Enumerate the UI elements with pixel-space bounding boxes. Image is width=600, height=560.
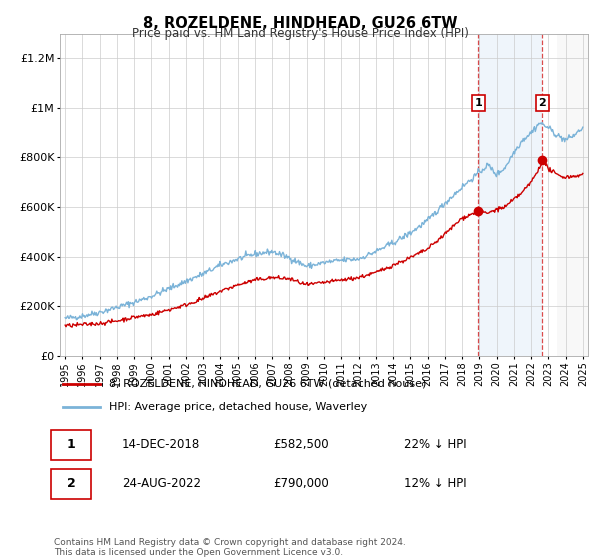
Text: Price paid vs. HM Land Registry's House Price Index (HPI): Price paid vs. HM Land Registry's House …	[131, 27, 469, 40]
Text: 8, ROZELDENE, HINDHEAD, GU26 6TW: 8, ROZELDENE, HINDHEAD, GU26 6TW	[143, 16, 457, 31]
Text: 22% ↓ HPI: 22% ↓ HPI	[404, 438, 466, 451]
FancyBboxPatch shape	[52, 469, 91, 499]
Bar	[557, 34, 596, 356]
Text: £582,500: £582,500	[273, 438, 329, 451]
Text: 14-DEC-2018: 14-DEC-2018	[122, 438, 200, 451]
Text: 2: 2	[538, 98, 546, 108]
Text: 1: 1	[475, 98, 482, 108]
Text: 2: 2	[67, 477, 76, 491]
Text: 8, ROZELDENE, HINDHEAD, GU26 6TW (detached house): 8, ROZELDENE, HINDHEAD, GU26 6TW (detach…	[109, 379, 426, 389]
Text: Contains HM Land Registry data © Crown copyright and database right 2024.
This d: Contains HM Land Registry data © Crown c…	[54, 538, 406, 557]
Bar	[478, 34, 542, 356]
Text: 1: 1	[67, 438, 76, 451]
FancyBboxPatch shape	[52, 430, 91, 460]
Text: HPI: Average price, detached house, Waverley: HPI: Average price, detached house, Wave…	[109, 402, 367, 412]
Text: 12% ↓ HPI: 12% ↓ HPI	[404, 477, 466, 491]
Text: £790,000: £790,000	[273, 477, 329, 491]
Text: 24-AUG-2022: 24-AUG-2022	[122, 477, 201, 491]
Bar	[557, 34, 596, 356]
